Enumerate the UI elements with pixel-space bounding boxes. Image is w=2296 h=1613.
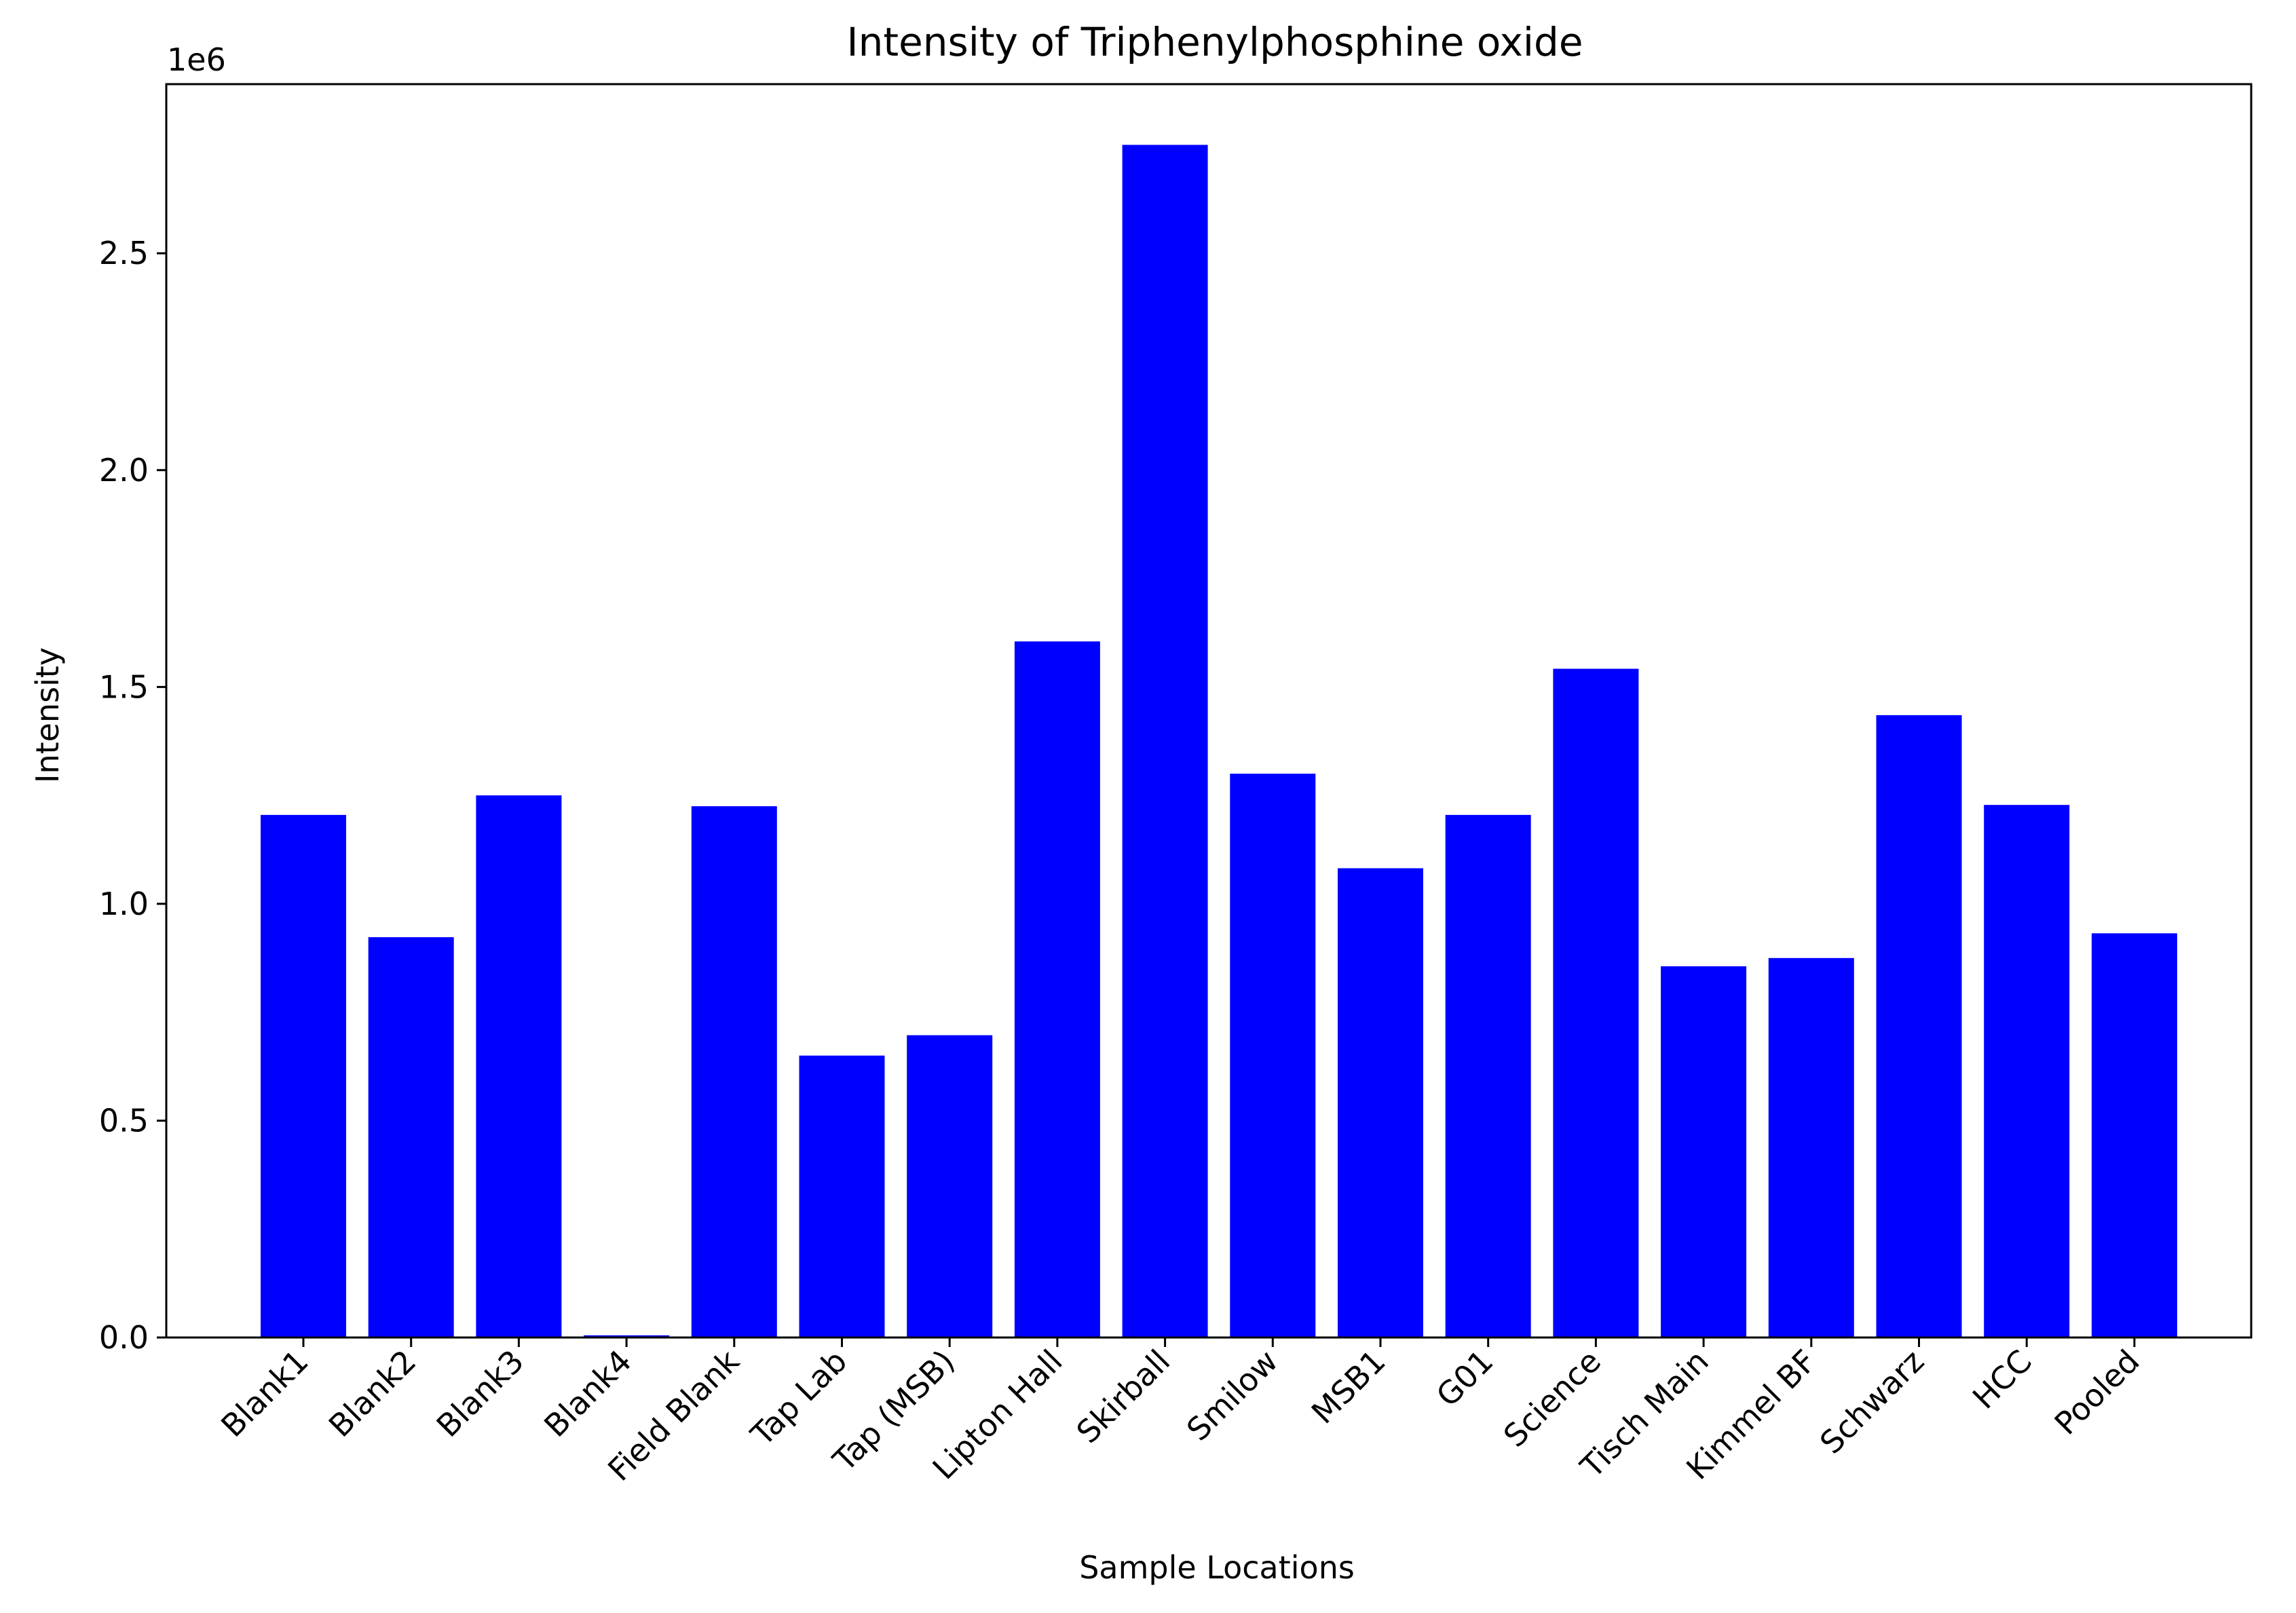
y-tick-label-2: 1.0 (99, 886, 149, 922)
x-tick-label-15: Schwarz (1813, 1343, 1931, 1461)
chart-title: Intensity of Triphenylphosphine oxide (846, 19, 1583, 65)
x-tick-label-1: Blank2 (322, 1343, 424, 1445)
bar-7 (1014, 641, 1100, 1338)
x-tick-label-2: Blank3 (430, 1343, 531, 1445)
bar-16 (1984, 805, 2070, 1337)
x-tick-label-17: Pooled (2048, 1343, 2147, 1442)
y-ticks-group: 0.0 0.5 1.0 1.5 2.0 2.5 (99, 235, 166, 1356)
bar-6 (907, 1035, 993, 1337)
x-axis-label: Sample Locations (1079, 1549, 1355, 1586)
y-tick-label-1: 0.5 (99, 1102, 149, 1139)
x-tick-label-16: HCC (1965, 1343, 2039, 1416)
bar-3 (584, 1335, 670, 1337)
y-axis-offset-label: 1e6 (167, 41, 226, 78)
y-tick-label-5: 2.5 (99, 235, 149, 271)
bar-9 (1230, 774, 1316, 1337)
bar-15 (1876, 715, 1962, 1337)
bar-10 (1338, 868, 1423, 1337)
bar-12 (1553, 668, 1639, 1337)
y-tick-label-0: 0.0 (99, 1319, 149, 1356)
x-tick-label-8: Skirball (1070, 1343, 1178, 1451)
y-tick-label-4: 2.0 (99, 452, 149, 489)
bar-14 (1768, 957, 1854, 1337)
x-tick-label-11: G01 (1429, 1343, 1501, 1414)
bar-1 (368, 937, 454, 1337)
y-tick-label-3: 1.5 (99, 668, 149, 705)
x-tick-label-12: Science (1497, 1343, 1608, 1454)
x-tick-label-3: Blank4 (537, 1343, 639, 1445)
plot-frame (165, 83, 2253, 1339)
x-tick-label-10: MSB1 (1304, 1343, 1393, 1431)
x-tick-label-5: Tap Lab (743, 1343, 854, 1454)
bar-5 (799, 1055, 885, 1337)
bar-4 (691, 806, 777, 1337)
x-tick-label-9: Smilow (1180, 1343, 1285, 1448)
bar-0 (261, 814, 346, 1337)
bars-group (261, 145, 2177, 1338)
bar-2 (476, 795, 562, 1337)
y-axis-label: Intensity (29, 647, 66, 783)
bar-8 (1122, 145, 1208, 1338)
x-tick-label-0: Blank1 (214, 1343, 316, 1445)
bar-17 (2091, 933, 2177, 1337)
bar-13 (1661, 966, 1747, 1337)
bar-11 (1445, 814, 1531, 1337)
